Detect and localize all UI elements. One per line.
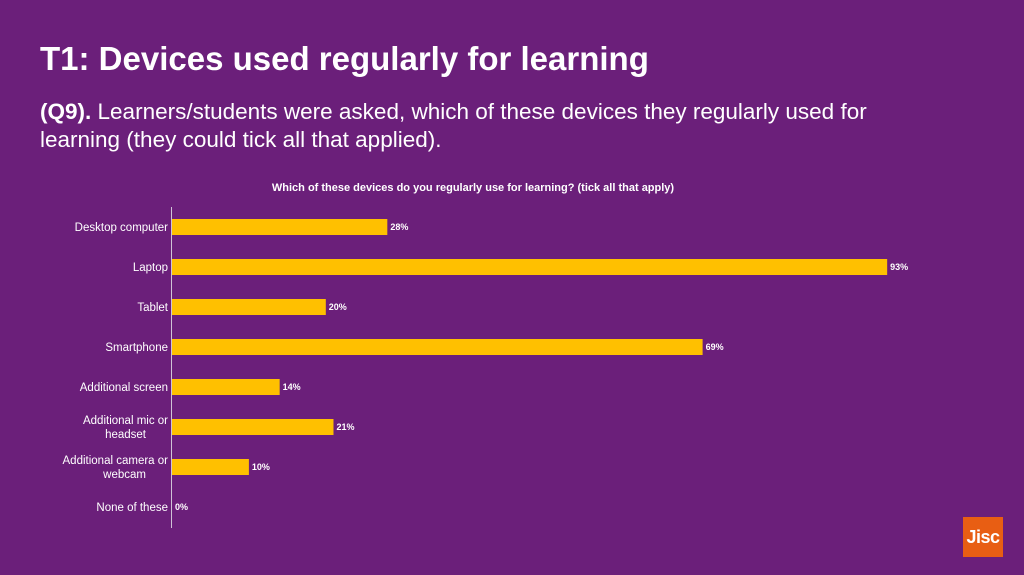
description-text: Learners/students were asked, which of t… [40,99,867,152]
category-label: Tablet [137,302,168,314]
bar-value-label: 0% [175,502,188,512]
category-label: Additional screen [80,382,168,394]
bar-value-label: 21% [336,422,354,432]
slide-title: T1: Devices used regularly for learning [40,40,649,77]
category-labels-group: Desktop computer Laptop Tablet Smartphone Ad… [63,222,169,514]
category-label: Additional camera or webcam [63,455,169,481]
bar [172,259,888,275]
bar-value-label: 14% [283,382,301,392]
bar [172,219,388,235]
category-label: Laptop [133,262,168,274]
jisc-logo: Jisc [963,517,1003,557]
bar-value-label: 69% [706,342,724,352]
bar [172,299,326,315]
bar [172,339,703,355]
question-tag: (Q9). [40,99,92,124]
slide-description: (Q9). Learners/students were asked, whic… [40,98,940,154]
bar [172,459,249,475]
chart-title: Which of these devices do you regularly … [272,182,675,194]
bar [172,379,280,395]
bar-value-label: 10% [252,462,270,472]
category-label: Smartphone [105,342,168,354]
bar-value-label: 20% [329,302,347,312]
bar-value-label: 93% [890,262,908,272]
bar [172,419,334,435]
category-label: None of these [96,502,168,514]
logo-text: Jisc [966,526,1000,547]
category-label: Additional mic or headset [83,415,168,441]
bar-value-label: 28% [390,222,408,232]
bars-group [172,219,888,475]
category-label: Desktop computer [75,222,168,234]
value-labels-group: 28% 93% 20% 69% 14% 21% 10% 0% [175,222,908,512]
